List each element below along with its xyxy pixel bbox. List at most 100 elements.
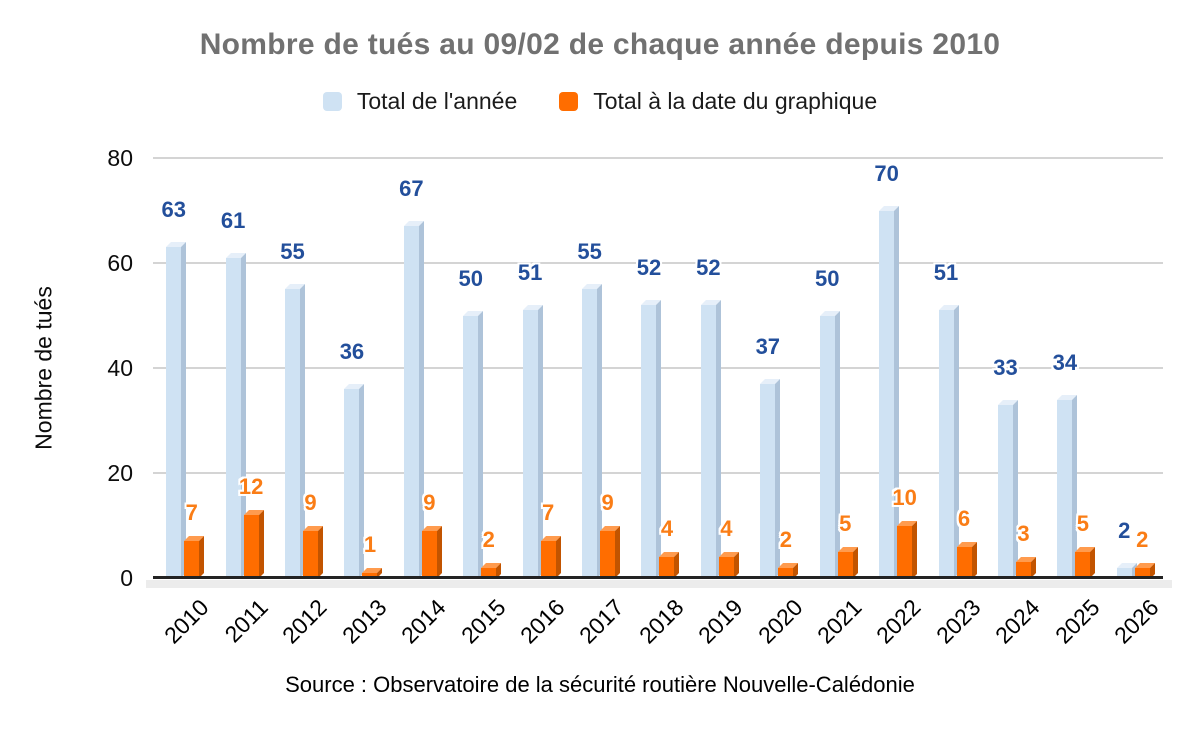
x-tick-label: 2016	[514, 594, 570, 649]
bar-total-at-date-2011: 12	[239, 474, 264, 578]
y-tick-label-40: 40	[107, 355, 133, 381]
legend-swatch-total-at-date	[559, 92, 579, 111]
bar-group-2025: 34 5	[1044, 158, 1103, 578]
bar-side-face	[555, 536, 561, 578]
bar-group-2022: 70 10	[866, 158, 925, 578]
x-tick-label: 2026	[1109, 594, 1164, 649]
value-label-total-year-2017: 55	[577, 239, 602, 265]
x-tick-label: 2015	[455, 594, 511, 649]
x-tick-label: 2023	[930, 594, 986, 649]
bar-total-at-date-2022: 10	[892, 485, 918, 578]
legend-item-total-at-date: Total à la date du graphique	[559, 88, 877, 115]
value-label-total-at-date-2015: 2	[482, 526, 495, 552]
bar-total-at-date-2018: 4	[659, 516, 680, 578]
bar-group-2018: 52 4	[628, 158, 687, 578]
legend: Total de l'année Total à la date du grap…	[0, 88, 1200, 115]
bar-side-face	[733, 552, 739, 578]
chart-floor	[146, 580, 1172, 588]
gridline-80	[153, 157, 1163, 159]
bar-side-face	[199, 536, 205, 578]
legend-swatch-total-year	[322, 92, 342, 111]
x-tick-label: 2010	[158, 594, 214, 649]
value-label-total-year-2019: 52	[696, 255, 721, 280]
value-label-total-year-2025: 34	[1052, 349, 1078, 375]
bar-total-year-2025: 34	[1053, 350, 1078, 578]
value-label-total-year-2010: 63	[161, 197, 186, 223]
bar-side-face	[674, 552, 680, 578]
bar-total-year-2017: 55	[577, 239, 603, 578]
bar-group-2024: 33 3	[985, 158, 1044, 578]
bar-side-face	[1012, 399, 1018, 578]
value-label-total-year-2012: 55	[280, 239, 305, 265]
bar-group-2020: 37 2	[747, 158, 806, 578]
bar-total-at-date-2015: 2	[481, 527, 502, 578]
bar-total-year-2015: 50	[459, 266, 484, 578]
bar-total-year-2013: 36	[340, 339, 365, 578]
x-tick-label: 2022	[871, 594, 927, 649]
bar-side-face	[953, 305, 959, 578]
y-tick-label-20: 20	[107, 460, 133, 486]
x-tick-label: 2020	[752, 594, 808, 649]
value-label-total-year-2018: 52	[636, 255, 662, 280]
x-tick-label: 2013	[336, 594, 392, 649]
y-tick-label-60: 60	[107, 250, 133, 276]
legend-label-total-at-date: Total à la date du graphique	[593, 88, 878, 114]
bar-side-face	[1030, 557, 1036, 578]
bar-group-2021: 50 5	[807, 158, 866, 578]
bar-group-2017: 55 9	[569, 158, 628, 578]
source-note: Source : Observatoire de la sécurité rou…	[285, 672, 915, 697]
bar-total-at-date-2021: 5	[837, 511, 858, 578]
value-label-total-at-date-2021: 5	[839, 510, 852, 536]
bar-side-face	[1090, 546, 1096, 578]
value-label-total-at-date-2022: 10	[892, 484, 917, 510]
bar-total-at-date-2016: 7	[540, 500, 561, 578]
value-label-total-year-2013: 36	[339, 339, 365, 364]
x-tick-label: 2024	[990, 594, 1045, 649]
value-label-total-at-date-2023: 6	[957, 505, 971, 531]
bar-total-at-date-2014: 9	[421, 490, 442, 578]
value-label-total-at-date-2010: 7	[185, 500, 198, 526]
y-tick-label-80: 80	[107, 145, 133, 171]
bar-group-2015: 50 2	[450, 158, 509, 578]
bar-side-face	[181, 242, 187, 578]
bar-side-face	[537, 305, 543, 578]
bar-group-2019: 52 4	[688, 158, 747, 578]
value-label-total-year-2014: 67	[399, 176, 424, 202]
bar-total-year-2019: 52	[696, 255, 721, 578]
bar-total-at-date-2020: 2	[778, 527, 799, 578]
x-tick-label: 2025	[1049, 594, 1105, 649]
value-label-total-at-date-2026: 2	[1136, 526, 1149, 552]
value-label-total-at-date-2024: 3	[1017, 521, 1030, 547]
legend-label-total-year: Total de l'année	[356, 88, 518, 114]
bar-total-year-2023: 51	[934, 260, 959, 578]
bar-total-year-2026: 2	[1116, 518, 1137, 578]
bar-total-year-2014: 67	[399, 176, 424, 578]
x-tick-label: 2014	[396, 594, 451, 649]
value-label-total-at-date-2012: 9	[304, 489, 317, 515]
bar-side-face	[894, 205, 900, 578]
value-label-total-at-date-2011: 12	[238, 474, 264, 499]
chart-title: Nombre de tués au 09/02 de chaque année …	[199, 28, 1001, 61]
bar-total-at-date-2023: 6	[956, 506, 977, 578]
value-label-total-year-2023: 51	[933, 260, 959, 286]
bar-total-at-date-2024: 3	[1015, 521, 1036, 578]
bar-group-2013: 36 1	[331, 158, 390, 578]
value-label-total-year-2024: 33	[993, 354, 1018, 380]
bar-total-year-2024: 33	[993, 355, 1018, 578]
bar-group-2016: 51 7	[509, 158, 568, 578]
x-tick-label: 2017	[574, 594, 629, 649]
bar-group-2010: 63 7	[153, 158, 212, 578]
legend-item-total-year: Total de l'année	[322, 88, 518, 115]
bar-total-year-2016: 51	[518, 260, 543, 578]
bar-total-at-date-2012: 9	[303, 490, 324, 578]
plot-area: 0 20 40 60 80 63 7 2010 61 12 2011 55 9 2012 36 1 2013 67…	[107, 145, 1172, 649]
value-label-total-at-date-2019: 4	[720, 516, 733, 541]
value-label-total-at-date-2014: 9	[423, 489, 436, 515]
bar-total-at-date-2026: 2	[1134, 527, 1155, 578]
x-tick-label: 2021	[812, 594, 867, 649]
bar-total-at-date-2017: 9	[600, 490, 621, 578]
value-label-total-at-date-2020: 2	[779, 526, 792, 552]
value-label-total-year-2026: 2	[1118, 517, 1131, 543]
bar-side-face	[615, 525, 621, 578]
bar-group-2011: 61 12	[212, 158, 271, 578]
